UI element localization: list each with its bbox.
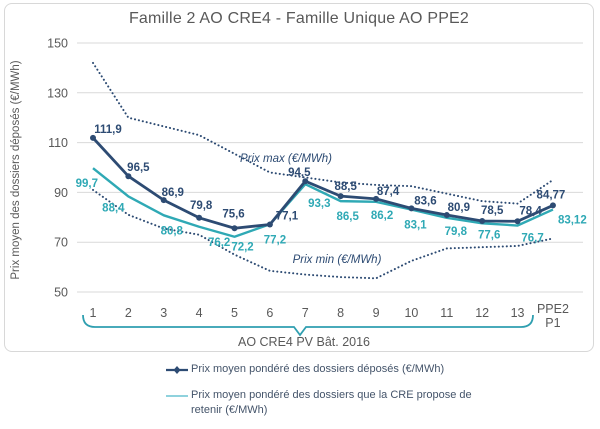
legend-line-icon bbox=[166, 395, 188, 398]
data-label-retenir: 76,2 bbox=[208, 237, 230, 249]
data-point-marker bbox=[408, 205, 415, 212]
data-point-marker bbox=[90, 134, 96, 141]
data-point-marker bbox=[443, 212, 450, 219]
data-label-deposes: 79,8 bbox=[190, 200, 213, 212]
x-tick-label: 2 bbox=[125, 306, 132, 320]
data-label-deposes: 88,5 bbox=[334, 181, 357, 193]
data-label-retenir: 77,6 bbox=[478, 229, 500, 241]
data-label-retenir: 83,12 bbox=[558, 215, 587, 227]
chart-title: Famille 2 AO CRE4 - Famille Unique AO PP… bbox=[128, 10, 470, 27]
data-label-retenir: 80,8 bbox=[161, 225, 184, 237]
data-label-deposes: 78,5 bbox=[481, 205, 504, 217]
data-label-deposes: 83,6 bbox=[414, 195, 436, 207]
series-line-deposes bbox=[91, 136, 554, 230]
series-line-retenir bbox=[92, 167, 554, 238]
data-label-retenir: 86,2 bbox=[371, 210, 393, 222]
legend-label-deposes: Prix moyen pondéré des dossiers déposés … bbox=[191, 363, 445, 375]
y-tick-label: 70 bbox=[54, 236, 68, 250]
data-label-retenir: 76,7 bbox=[521, 233, 543, 245]
data-point-marker bbox=[337, 193, 344, 200]
data-label-retenir: 77,2 bbox=[264, 234, 286, 246]
data-point-marker bbox=[196, 214, 203, 221]
y-tick-label: 90 bbox=[54, 186, 68, 200]
y-axis-title: Prix moyen des dossiers déposés (€/MWh) bbox=[10, 60, 22, 279]
data-label-retenir: 86,5 bbox=[336, 211, 359, 223]
x-tick-label: 1 bbox=[90, 306, 97, 320]
data-point-marker bbox=[514, 218, 521, 225]
legend-line-diamond-icon bbox=[166, 366, 188, 374]
x-tick-label-ppe2: PPE2 P1 bbox=[537, 302, 569, 330]
prix-min-annotation: Prix min (€/MWh) bbox=[293, 254, 382, 266]
data-label-deposes: 80,9 bbox=[448, 202, 470, 214]
data-label-deposes: 111,9 bbox=[94, 124, 122, 136]
data-label-deposes: 86,9 bbox=[162, 187, 184, 199]
x-tick-label: 12 bbox=[475, 306, 489, 320]
data-label-retenir: 88,4 bbox=[102, 202, 125, 214]
data-point-marker bbox=[549, 202, 556, 209]
data-point-marker bbox=[160, 197, 167, 204]
data-label-deposes: 84,77 bbox=[537, 189, 566, 201]
data-point-marker bbox=[266, 221, 273, 228]
y-tick-label: 110 bbox=[48, 136, 68, 150]
y-tick-label: 50 bbox=[54, 286, 68, 300]
data-label-retenir: 79,8 bbox=[445, 226, 468, 238]
data-label-deposes: 96,5 bbox=[127, 162, 150, 174]
chart-panel: Famille 2 AO CRE4 - Famille Unique AO PP… bbox=[4, 3, 594, 352]
data-label-deposes: 77,1 bbox=[276, 211, 299, 223]
prix-max-dotted-line bbox=[92, 61, 554, 205]
x-tick-label: 6 bbox=[266, 306, 273, 320]
chart-legend: Prix moyen pondéré des dossiers déposés … bbox=[166, 362, 566, 429]
legend-item-retenir: Prix moyen pondéré des dossiers que la C… bbox=[166, 388, 566, 417]
y-tick-label: 150 bbox=[47, 37, 68, 51]
x-tick-label: 13 bbox=[511, 306, 525, 320]
data-label-retenir: 72,2 bbox=[231, 242, 253, 254]
group-bracket-label: AO CRE4 PV Bât. 2016 bbox=[238, 335, 370, 349]
data-label-retenir: 99,7 bbox=[76, 178, 98, 190]
legend-label-retenir: Prix moyen pondéré des dossiers que la C… bbox=[191, 389, 472, 416]
legend-item-deposes: Prix moyen pondéré des dossiers déposés … bbox=[166, 362, 566, 376]
data-label-deposes: 94,5 bbox=[288, 167, 311, 179]
data-point-marker bbox=[231, 225, 238, 232]
x-tick-label: 8 bbox=[337, 306, 344, 320]
x-tick-label: 9 bbox=[373, 306, 380, 320]
data-point-marker bbox=[373, 195, 380, 202]
x-tick-label: 5 bbox=[231, 306, 238, 320]
y-tick-label: 130 bbox=[47, 86, 68, 100]
x-tick-label: 11 bbox=[440, 306, 453, 320]
group-underbrace bbox=[82, 314, 534, 337]
data-label-deposes: 75,6 bbox=[222, 208, 244, 220]
data-point-marker bbox=[479, 218, 486, 225]
data-point-marker bbox=[125, 173, 132, 180]
prix-min-dotted-line bbox=[92, 188, 554, 280]
x-tick-label: 7 bbox=[302, 306, 309, 320]
prix-max-annotation: Prix max (€/MWh) bbox=[240, 153, 332, 165]
x-tick-label: 3 bbox=[160, 306, 167, 320]
x-tick-label: 10 bbox=[404, 306, 418, 320]
data-label-deposes: 78,4 bbox=[519, 205, 542, 217]
data-point-marker bbox=[302, 178, 309, 185]
data-label-retenir: 93,3 bbox=[308, 198, 330, 210]
data-label-deposes: 87,4 bbox=[377, 186, 400, 198]
x-tick-label: 4 bbox=[196, 306, 203, 320]
data-label-retenir: 83,1 bbox=[404, 220, 427, 232]
